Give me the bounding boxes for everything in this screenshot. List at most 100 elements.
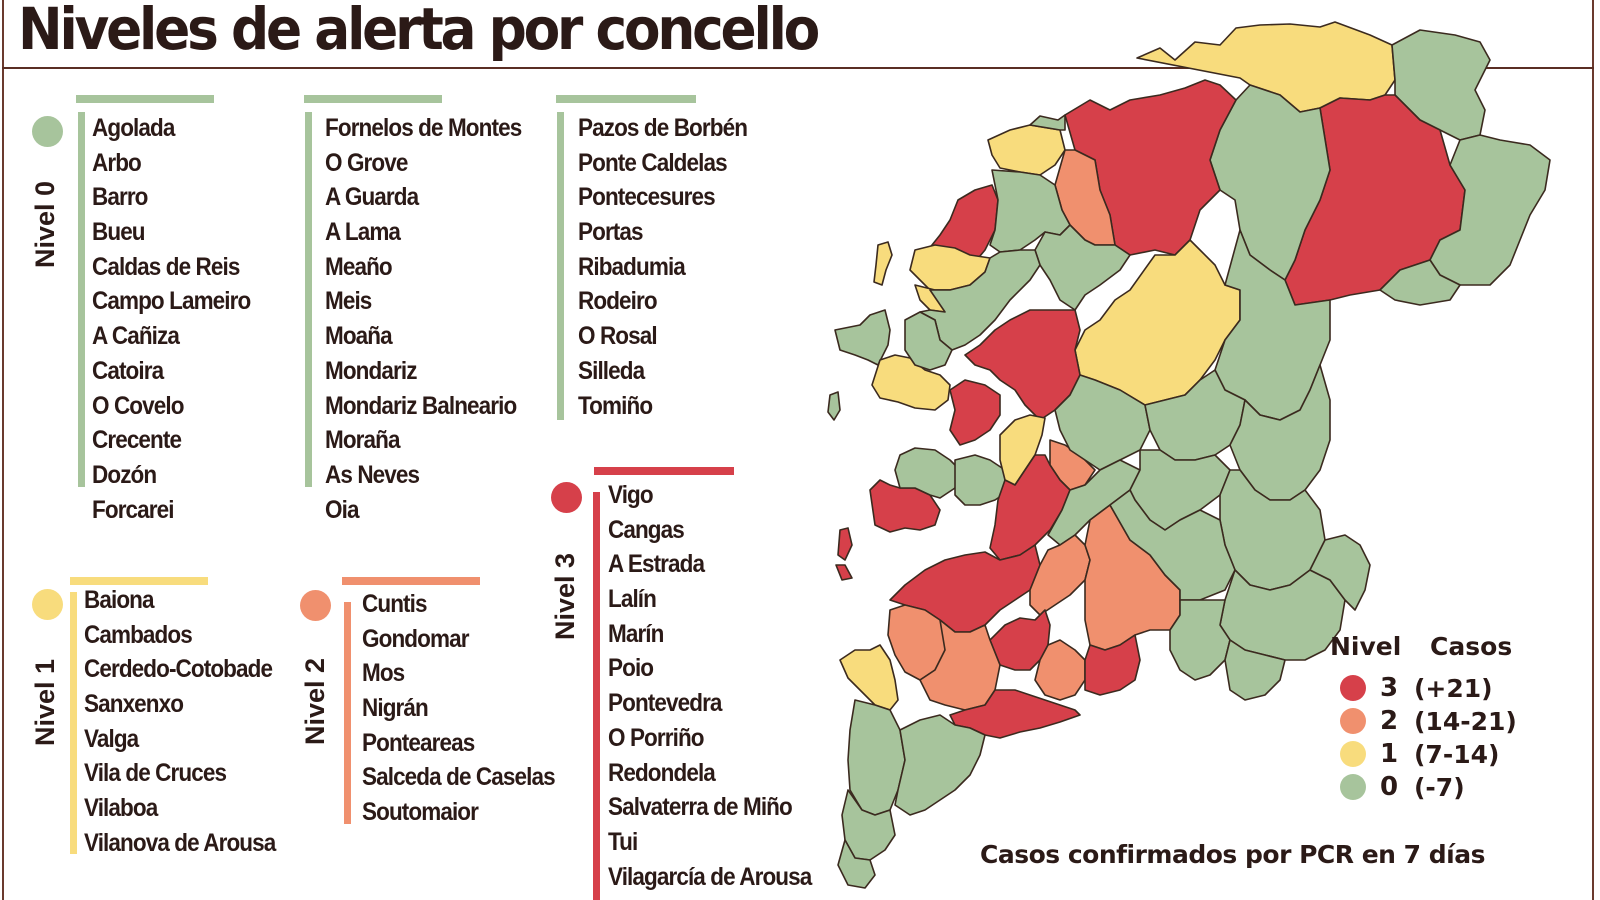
municipality: Arbo: [92, 148, 142, 177]
municipality: Vilaboa: [84, 794, 158, 823]
municipality: Rodeiro: [578, 287, 658, 316]
municipality: A Estrada: [608, 550, 705, 579]
municipality: Vila de Cruces: [84, 759, 227, 788]
municipality: A Lama: [325, 218, 401, 247]
title-rule: [2, 67, 1594, 69]
municipality: Campo Lameiro: [92, 287, 251, 316]
municipality-area: [837, 839, 876, 889]
level-3-label: Nivel 3: [550, 552, 580, 640]
level-1-dot-icon: [32, 589, 63, 620]
municipality: Cerdedo-Cotobade: [84, 655, 273, 684]
municipality: Marín: [608, 619, 664, 648]
legend-range: (-7): [1414, 772, 1465, 802]
municipality-area: [989, 609, 1051, 671]
municipality-area: [1109, 489, 1236, 601]
island-area: [827, 391, 841, 421]
municipality: Vilagarcía de Arousa: [608, 862, 812, 891]
municipality-area: [869, 479, 941, 533]
legend-header-level: Nivel: [1330, 632, 1402, 661]
legend-row-level-1: 1 (7-14): [1340, 738, 1499, 770]
municipality: O Porriño: [608, 723, 705, 752]
municipality: Barro: [92, 183, 148, 212]
municipality: Redondela: [608, 758, 716, 787]
municipality: Bueu: [92, 218, 146, 247]
municipality: Sanxenxo: [84, 690, 184, 719]
municipality-area: [1029, 534, 1091, 616]
municipality: Valga: [84, 724, 139, 753]
level-0-swatch-icon: [1340, 774, 1366, 800]
level-2-label: Nivel 2: [300, 657, 330, 745]
level-3-bar: [593, 492, 600, 900]
level-3-topbar: [594, 467, 734, 475]
map-footnote: Casos confirmados por PCR en 7 días: [980, 840, 1486, 869]
level-1-label: Nivel 1: [30, 658, 60, 746]
legend-header-cases: Casos: [1430, 632, 1513, 661]
municipality-area: [1034, 224, 1131, 311]
level-0-column-2: Fornelos de Montes O Grove A Guarda A La…: [325, 111, 543, 527]
level-2-topbar: [342, 577, 480, 585]
legend-range: (+21): [1414, 673, 1493, 703]
level-0-col2-bar: [305, 112, 312, 487]
municipality: Crecente: [92, 426, 182, 455]
municipality: Silleda: [578, 356, 645, 385]
level-0-col2-topbar: [304, 95, 442, 103]
municipality-area: [1429, 134, 1551, 286]
frame-right-border: [1592, 0, 1594, 900]
municipality: Ponte Caldelas: [578, 148, 728, 177]
legend-header: Nivel Casos: [1330, 632, 1512, 661]
municipality: O Rosal: [578, 322, 658, 351]
legend-range: (7-14): [1414, 739, 1500, 769]
municipality-area: [1084, 634, 1141, 696]
municipality: Agolada: [92, 114, 175, 142]
municipality: Nigrán: [362, 694, 429, 723]
municipality: Tomiño: [578, 391, 653, 420]
level-0-col1-bar: [78, 112, 85, 487]
level-0-label: Nivel 0: [30, 180, 60, 268]
level-0-column-1: Agolada Arbo Barro Bueu Caldas de Reis C…: [92, 111, 268, 527]
municipality: Oia: [325, 495, 359, 524]
level-0-column-3: Pazos de Borbén Ponte Caldelas Pontecesu…: [578, 111, 766, 423]
level-3-swatch-icon: [1340, 675, 1366, 701]
legend-level: 2: [1380, 706, 1399, 736]
municipality-area: [841, 789, 896, 861]
municipality-area: [904, 311, 953, 371]
level-3-dot-icon: [551, 482, 582, 513]
municipality: Cuntis: [362, 590, 428, 618]
level-3-list: Vigo Cangas A Estrada Lalín Marín Poio P…: [608, 478, 834, 894]
level-1-bar: [70, 592, 77, 854]
municipality: Pontecesures: [578, 183, 716, 212]
municipality: Portas: [578, 218, 644, 247]
legend-level: 1: [1380, 739, 1399, 769]
municipality: Meis: [325, 287, 372, 316]
map-legend: Nivel Casos 3 (+21) 2 (14-21) 1 (7-14) 0…: [1330, 632, 1517, 802]
municipality-area: [839, 644, 899, 711]
island-area: [835, 564, 853, 581]
municipality: Caldas de Reis: [92, 252, 240, 281]
municipality: Ponteareas: [362, 728, 475, 757]
municipality: Lalín: [608, 585, 657, 614]
municipality: Ribadumia: [578, 252, 686, 281]
municipality: Tui: [608, 827, 638, 856]
legend-row-level-2: 2 (14-21): [1340, 705, 1517, 737]
level-1-swatch-icon: [1340, 741, 1366, 767]
municipality: Baiona: [84, 586, 155, 614]
municipality-area: [1224, 639, 1286, 701]
municipality: Mondariz: [325, 356, 417, 385]
municipality: Dozón: [92, 460, 157, 489]
municipality-area: [1379, 259, 1461, 306]
municipality: Cangas: [608, 515, 685, 544]
municipality: Moaña: [325, 322, 393, 351]
municipality-area: [1229, 364, 1331, 501]
municipality: Poio: [608, 654, 654, 683]
municipality: Pontevedra: [608, 689, 722, 718]
municipality: Gondomar: [362, 624, 469, 653]
level-1-topbar: [70, 577, 208, 585]
page-title: Niveles de alerta por concello: [18, 0, 820, 63]
legend-range: (14-21): [1414, 706, 1517, 736]
level-2-list: Cuntis Gondomar Mos Nigrán Ponteareas Sa…: [362, 587, 576, 830]
island-area: [837, 527, 853, 561]
municipality: A Cañiza: [92, 322, 180, 351]
municipality-area: [1169, 599, 1231, 681]
municipality: Salceda de Caselas: [362, 763, 556, 792]
municipality: O Grove: [325, 148, 408, 177]
